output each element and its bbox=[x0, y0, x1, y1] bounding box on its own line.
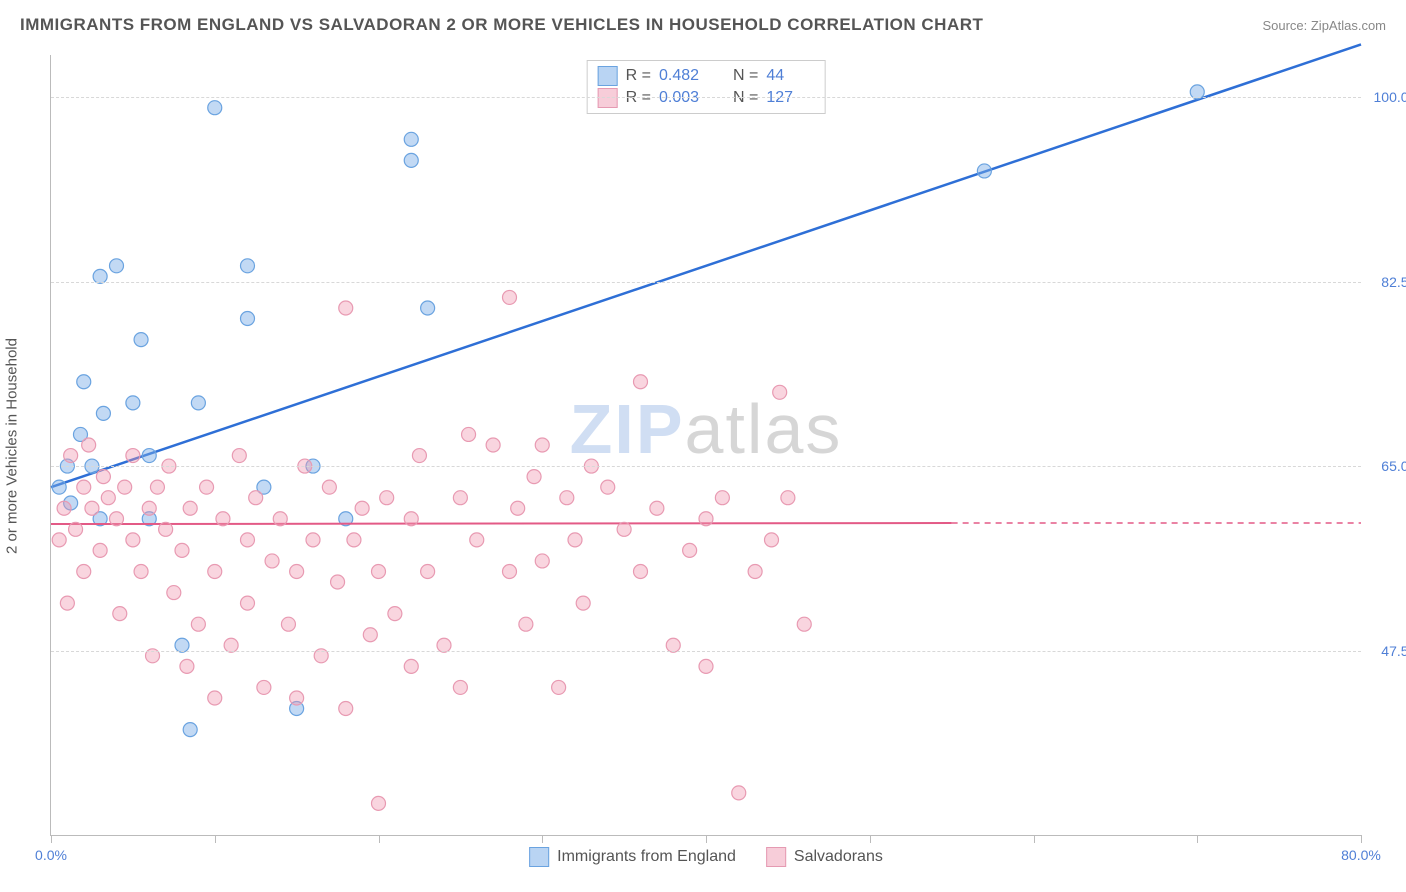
x-tick bbox=[870, 835, 871, 843]
x-tick-label-min: 0.0% bbox=[35, 847, 67, 863]
legend-item-salvadoran: Salvadorans bbox=[766, 847, 883, 867]
x-tick bbox=[706, 835, 707, 843]
x-tick bbox=[379, 835, 380, 843]
source-attribution: Source: ZipAtlas.com bbox=[1262, 18, 1386, 33]
y-tick-label: 100.0% bbox=[1366, 89, 1406, 105]
swatch-icon bbox=[766, 847, 786, 867]
x-tick bbox=[51, 835, 52, 843]
legend-label-england: Immigrants from England bbox=[557, 848, 736, 866]
grid-line bbox=[51, 97, 1361, 98]
plot-area: ZIPatlas R =0.482N =44R =0.003N =127 Imm… bbox=[50, 55, 1361, 836]
x-tick-label-max: 80.0% bbox=[1341, 847, 1381, 863]
y-tick-label: 65.0% bbox=[1366, 458, 1406, 474]
grid-line bbox=[51, 651, 1361, 652]
swatch-icon bbox=[529, 847, 549, 867]
legend-item-england: Immigrants from England bbox=[529, 847, 736, 867]
scatter-svg bbox=[51, 55, 1361, 835]
x-tick bbox=[215, 835, 216, 843]
x-tick bbox=[1361, 835, 1362, 843]
x-tick bbox=[542, 835, 543, 843]
x-tick bbox=[1197, 835, 1198, 843]
grid-line bbox=[51, 282, 1361, 283]
chart-title: IMMIGRANTS FROM ENGLAND VS SALVADORAN 2 … bbox=[20, 15, 983, 35]
y-tick-label: 47.5% bbox=[1366, 643, 1406, 659]
y-tick-label: 82.5% bbox=[1366, 274, 1406, 290]
series-legend: Immigrants from England Salvadorans bbox=[529, 847, 883, 867]
y-axis-label: 2 or more Vehicles in Household bbox=[4, 338, 21, 554]
legend-label-salvadoran: Salvadorans bbox=[794, 848, 883, 866]
grid-line bbox=[51, 466, 1361, 467]
x-tick bbox=[1034, 835, 1035, 843]
